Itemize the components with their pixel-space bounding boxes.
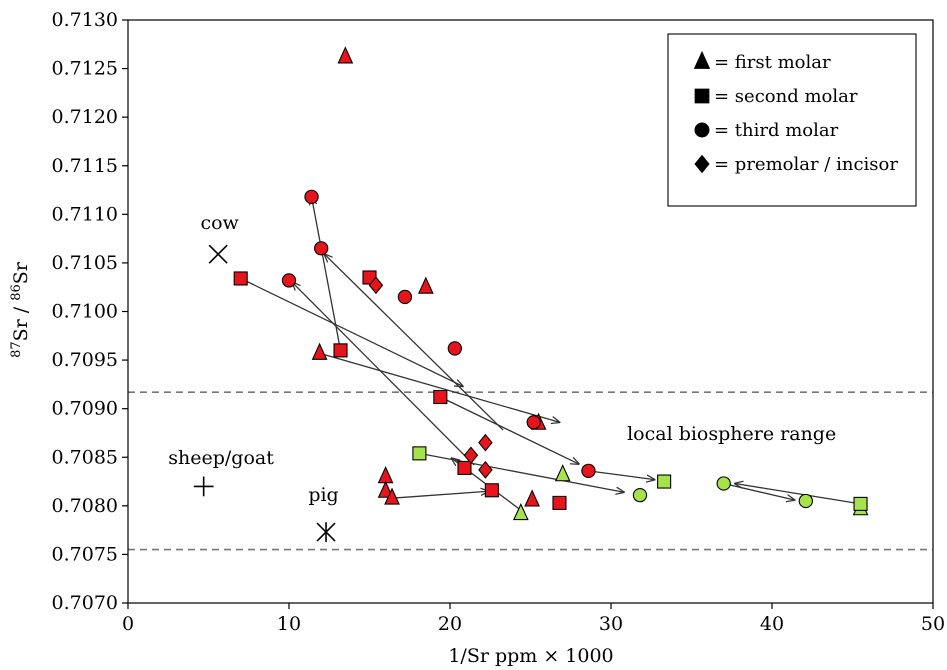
y-tick-label: 0.7120 xyxy=(52,106,118,128)
data-point-circle xyxy=(314,241,329,256)
marker-stroke xyxy=(208,244,228,264)
y-axis-label-mid: Sr / xyxy=(10,301,32,342)
y-tick-label: 0.7085 xyxy=(52,446,118,468)
data-point-diamond xyxy=(368,276,384,295)
data-point-circle xyxy=(304,189,319,204)
arrow xyxy=(319,352,560,422)
x-tick-label: 40 xyxy=(760,613,784,635)
legend-box xyxy=(667,33,917,207)
data-point-square xyxy=(552,495,567,510)
y-tick-label: 0.7130 xyxy=(52,9,118,31)
data-point-square xyxy=(412,446,427,461)
arrow xyxy=(588,470,654,480)
arrow-layer xyxy=(240,197,861,514)
data-point-diamond xyxy=(478,461,493,479)
data-point-triangle xyxy=(377,466,394,484)
data-point-diamond xyxy=(463,446,479,465)
data-point-circle xyxy=(397,289,413,305)
y-axis: 0.7070 0.7075 0.7080 0.7085 0.7090 0.7095 0.71… xyxy=(52,9,128,614)
data-point-circle xyxy=(716,476,731,491)
data-point-square xyxy=(484,483,499,498)
data-point-triangle xyxy=(384,487,400,505)
annotation-label: local biosphere range xyxy=(627,423,836,445)
data-point-triangle xyxy=(417,276,434,294)
arrow xyxy=(292,282,475,466)
data-point-circle xyxy=(526,415,541,430)
y-axis-label-sup2: 86 xyxy=(9,284,24,301)
legend: = first molar = second molar = third molar… xyxy=(667,33,917,207)
legend-label: = second molar xyxy=(714,86,858,107)
y-tick-label: 0.7080 xyxy=(52,495,118,517)
x-tick-label: 0 xyxy=(122,613,134,635)
x-tick-label: 20 xyxy=(438,613,462,635)
x-axis: 0 10 20 30 40 50 xyxy=(122,603,945,635)
annotation-label: sheep/goat xyxy=(168,447,274,469)
legend-label: = premolar / incisor xyxy=(714,154,898,175)
arrow xyxy=(393,491,489,499)
data-point-triangle xyxy=(512,502,529,521)
data-point-diamond xyxy=(478,433,493,452)
legend-triangle-icon xyxy=(693,50,711,69)
y-tick-label: 0.7125 xyxy=(52,58,118,80)
y-tick-label: 0.7075 xyxy=(52,543,118,565)
data-point-circle xyxy=(447,341,462,356)
reference-marker-sheep-goat xyxy=(193,476,214,497)
reference-markers xyxy=(193,244,336,542)
arrow xyxy=(735,483,861,505)
data-point-triangle xyxy=(554,464,571,482)
y-tick-label: 0.7115 xyxy=(52,155,118,177)
annotation-label: cow xyxy=(200,212,239,234)
annotations: cow sheep/goat pig local biosphere range xyxy=(168,212,836,506)
y-tick-label: 0.7100 xyxy=(52,301,118,323)
data-point-circle xyxy=(632,487,648,503)
legend-square-icon xyxy=(694,88,710,104)
arrow xyxy=(324,254,504,431)
legend-circle-icon xyxy=(694,122,710,138)
arrow xyxy=(240,277,463,386)
data-point-square xyxy=(433,389,448,405)
data-points xyxy=(233,46,869,521)
arrow xyxy=(312,197,342,351)
arrow xyxy=(419,452,623,492)
y-tick-label: 0.7095 xyxy=(52,349,118,371)
y-tick-label: 0.7090 xyxy=(52,398,118,420)
legend-label: = first molar xyxy=(714,52,831,73)
data-point-square xyxy=(853,496,868,511)
data-point-triangle xyxy=(337,46,354,64)
y-axis-label: 87Sr / 86Sr xyxy=(9,261,32,358)
x-tick-label: 30 xyxy=(599,613,623,635)
arrow xyxy=(440,396,578,464)
data-point-triangle xyxy=(377,480,394,498)
y-tick-label: 0.7070 xyxy=(52,592,118,614)
legend-label: = third molar xyxy=(714,120,839,141)
y-tick-label: 0.7110 xyxy=(52,203,118,225)
reference-marker-pig xyxy=(316,522,336,542)
data-point-square xyxy=(333,343,348,358)
annotation-label: pig xyxy=(308,484,338,506)
data-point-triangle xyxy=(524,489,540,507)
data-point-square xyxy=(657,474,672,489)
x-tick-label: 10 xyxy=(277,613,301,635)
data-point-square xyxy=(457,460,472,475)
x-tick-label: 50 xyxy=(921,613,945,635)
legend-diamond-icon xyxy=(694,154,710,174)
data-point-square xyxy=(233,271,248,286)
reference-marker-cow xyxy=(208,244,228,264)
data-point-circle xyxy=(581,463,596,479)
data-point-circle xyxy=(281,273,297,288)
data-point-triangle xyxy=(311,342,328,360)
y-axis-label-sup1: 87 xyxy=(9,341,24,358)
data-point-circle xyxy=(798,493,813,509)
x-axis-label: 1/Sr ppm × 1000 xyxy=(448,645,613,667)
y-tick-label: 0.7105 xyxy=(52,252,118,274)
biosphere-range-lines xyxy=(128,391,933,551)
y-axis-label-end: Sr xyxy=(10,261,32,284)
